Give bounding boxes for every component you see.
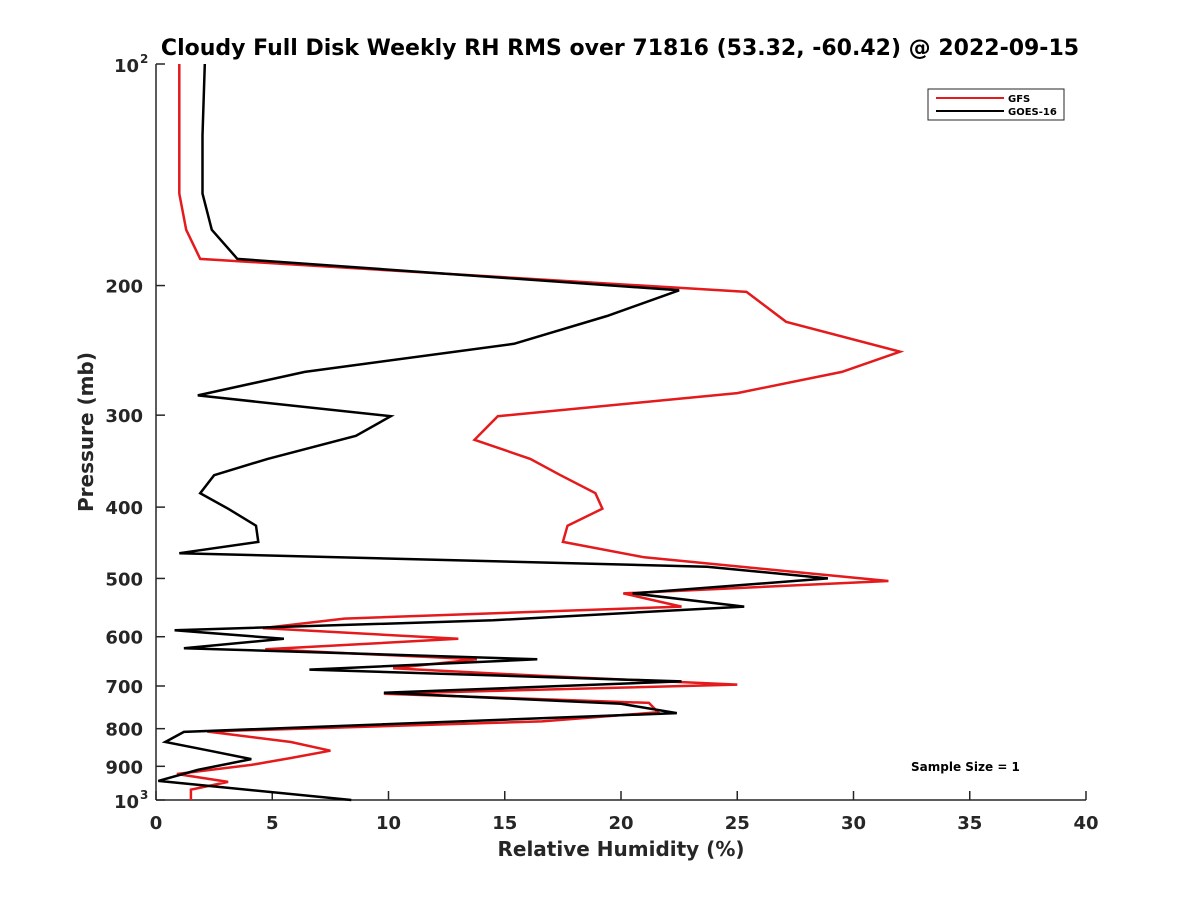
x-tick-label: 5 (266, 813, 279, 834)
y-tick-label: 700 (105, 677, 143, 698)
x-tick-label: 20 (608, 813, 633, 834)
legend: GFS GOES-16 (927, 88, 1065, 121)
x-tick-label: 35 (957, 813, 982, 834)
y-tick-label: 800 (105, 720, 143, 741)
x-axis-label: Relative Humidity (%) (497, 837, 744, 861)
y-tick-exponent: 3 (140, 788, 148, 802)
y-tick-label: 200 (105, 277, 143, 298)
series-layer (157, 63, 905, 802)
x-tick-label: 30 (841, 813, 866, 834)
legend-box (927, 88, 1065, 121)
series-line-goes16 (157, 63, 829, 802)
y-tick-label: 500 (105, 569, 143, 590)
y-tick-label: 400 (105, 498, 143, 519)
x-tick-label: 15 (492, 813, 517, 834)
y-tick-label: 300 (105, 406, 143, 427)
x-ticks: 0 5 10 15 20 25 30 35 40 (150, 791, 1099, 834)
x-tick-label: 25 (725, 813, 750, 834)
y-tick-label: 10 (114, 792, 139, 813)
axes (155, 64, 1086, 801)
y-tick-label: 600 (105, 628, 143, 649)
y-tick-exponent: 2 (140, 52, 148, 66)
chart-title: Cloudy Full Disk Weekly RH RMS over 7181… (161, 36, 1079, 61)
x-tick-label: 0 (150, 813, 163, 834)
series-line-gfs (176, 64, 905, 800)
legend-label-goes16: GOES-16 (1008, 107, 1057, 118)
legend-label-gfs: GFS (1008, 94, 1030, 105)
x-tick-label: 10 (376, 813, 401, 834)
y-tick-label: 10 (114, 56, 139, 77)
y-tick-label: 900 (105, 757, 143, 778)
x-tick-label: 40 (1073, 813, 1098, 834)
sample-size-annotation: Sample Size = 1 (911, 760, 1020, 774)
y-axis-label: Pressure (mb) (74, 352, 98, 512)
